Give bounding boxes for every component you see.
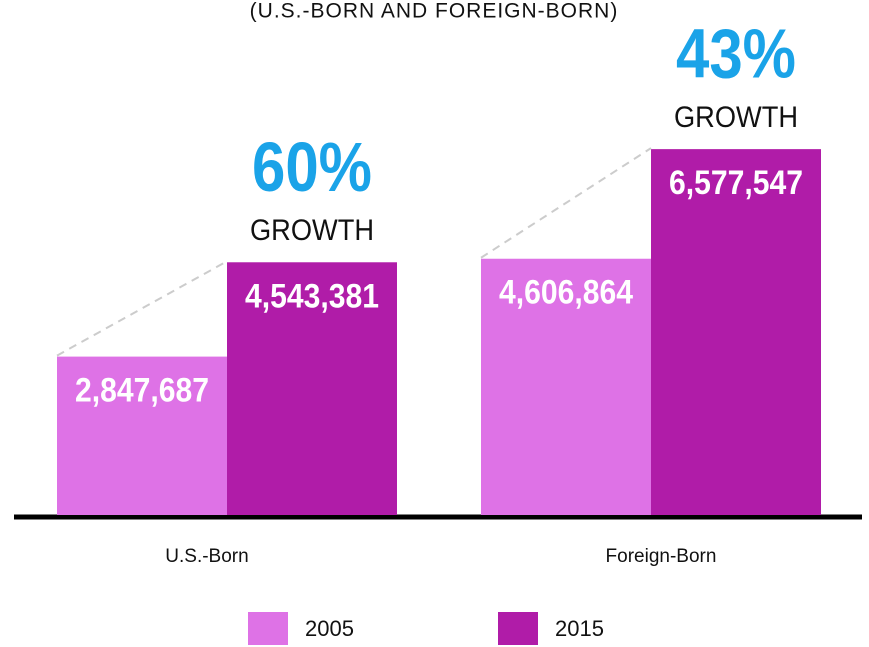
- legend-label: 2005: [305, 616, 354, 641]
- x-tick-label: Foreign-Born: [606, 546, 717, 567]
- x-tick-label: U.S.-Born: [165, 546, 248, 567]
- growth-connector: [56, 260, 228, 357]
- data-label: 2,847,687: [75, 372, 209, 410]
- legend-swatch: [498, 612, 538, 645]
- annotation-percent: 43%: [676, 15, 796, 93]
- bar: [651, 149, 821, 515]
- data-label: 4,606,864: [499, 274, 633, 312]
- bar: [227, 262, 397, 515]
- annotation-note: GROWTH: [674, 101, 798, 134]
- data-label: 6,577,547: [669, 164, 803, 202]
- legend-label: 2015: [555, 616, 604, 641]
- bar: [57, 356, 227, 515]
- chart-subtitle: (U.S.-BORN AND FOREIGN-BORN): [250, 0, 619, 23]
- legend-swatch: [248, 612, 288, 645]
- bar: [481, 258, 651, 515]
- annotation-note: GROWTH: [250, 214, 374, 247]
- annotation-percent: 60%: [252, 128, 372, 206]
- data-label: 4,543,381: [245, 277, 379, 315]
- growth-connector: [480, 147, 652, 259]
